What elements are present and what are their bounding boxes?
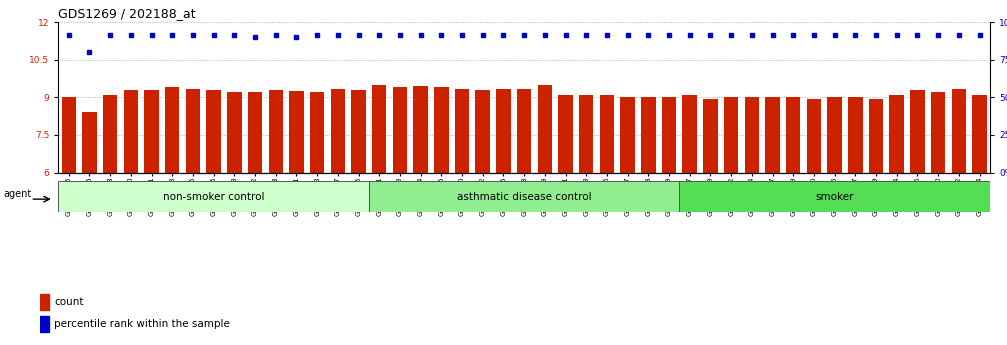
Bar [496, 89, 511, 172]
Bar [455, 89, 469, 172]
Bar [973, 95, 987, 172]
Bar [40, 294, 49, 309]
Bar [393, 87, 407, 172]
Bar [952, 89, 966, 172]
Bar [369, 181, 680, 212]
Text: non-smoker control: non-smoker control [163, 192, 265, 201]
Bar [620, 97, 634, 172]
Bar [869, 99, 883, 172]
Bar [724, 97, 738, 172]
Bar [579, 95, 593, 172]
Bar [889, 95, 904, 172]
Bar [517, 89, 532, 172]
Bar [330, 89, 345, 172]
Bar [185, 89, 200, 172]
Bar [910, 90, 924, 172]
Bar [662, 97, 677, 172]
Bar [83, 112, 97, 172]
Bar [228, 92, 242, 172]
Bar [144, 90, 159, 172]
Bar [828, 97, 842, 172]
Bar [269, 90, 283, 172]
Bar [310, 92, 324, 172]
Bar [930, 92, 946, 172]
Text: asthmatic disease control: asthmatic disease control [457, 192, 591, 201]
Bar [248, 92, 262, 172]
Text: count: count [54, 297, 84, 307]
Text: percentile rank within the sample: percentile rank within the sample [54, 319, 231, 329]
Bar [206, 90, 221, 172]
Bar [61, 97, 76, 172]
Bar [680, 181, 990, 212]
Bar [600, 95, 614, 172]
Bar [475, 90, 490, 172]
Bar [434, 87, 448, 172]
Bar [807, 99, 821, 172]
Bar [765, 97, 779, 172]
Bar [848, 97, 863, 172]
Bar [786, 97, 801, 172]
Bar [641, 97, 656, 172]
Text: agent: agent [3, 189, 31, 198]
Bar [372, 85, 387, 172]
Bar [414, 86, 428, 172]
Bar [58, 181, 369, 212]
Bar [558, 95, 573, 172]
Bar [40, 316, 49, 332]
Bar [744, 97, 759, 172]
Bar [683, 95, 697, 172]
Bar [703, 99, 718, 172]
Bar [103, 95, 118, 172]
Text: smoker: smoker [816, 192, 854, 201]
Bar [538, 85, 552, 172]
Bar [165, 87, 179, 172]
Bar [351, 90, 366, 172]
Bar [124, 90, 138, 172]
Bar [289, 91, 304, 172]
Text: GDS1269 / 202188_at: GDS1269 / 202188_at [58, 7, 196, 20]
